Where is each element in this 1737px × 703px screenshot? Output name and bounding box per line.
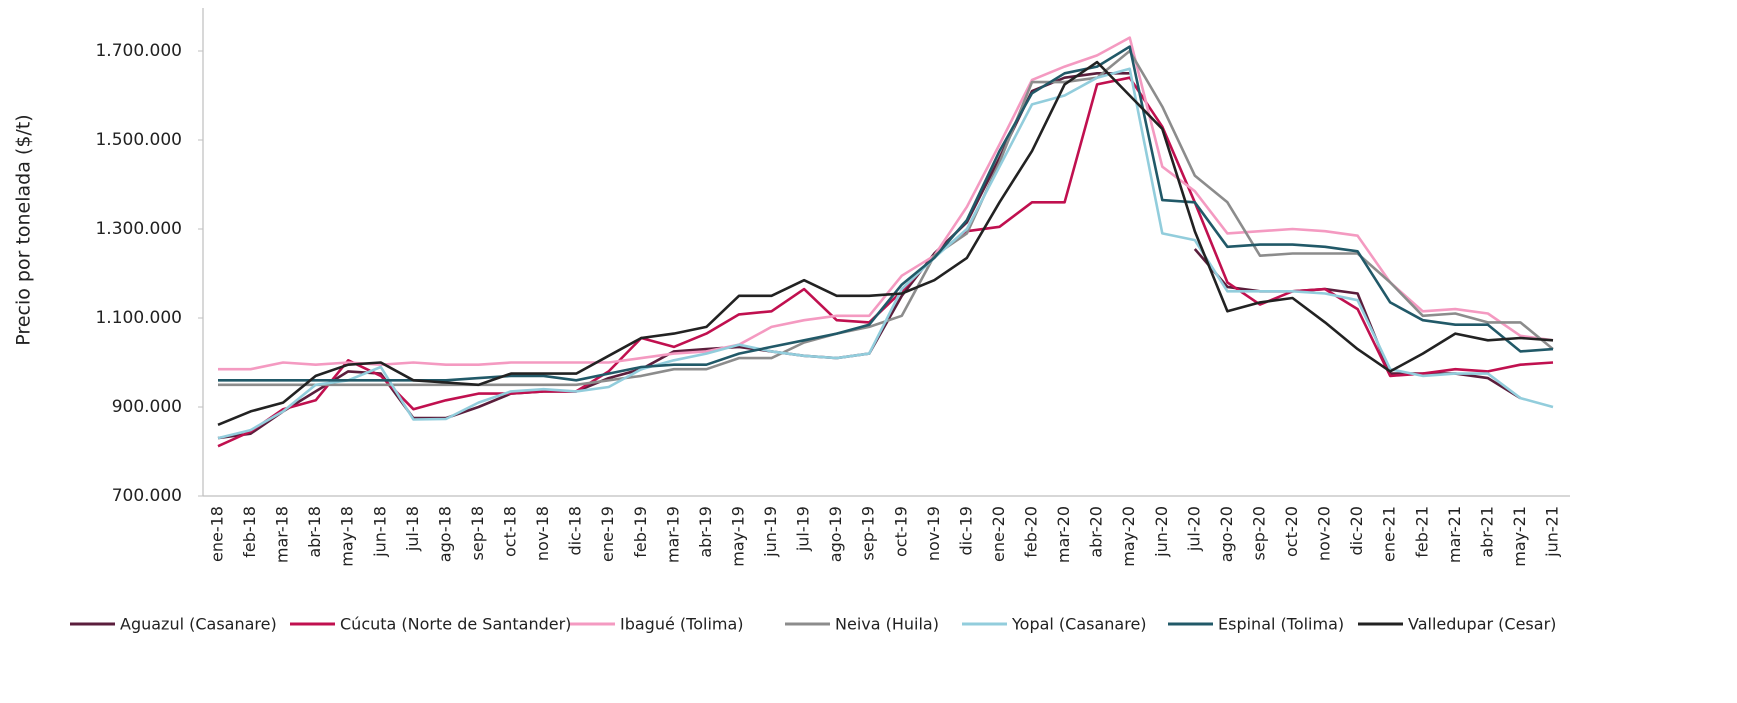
legend-label: Aguazul (Casanare) — [120, 615, 277, 634]
x-tick-label: jun-18 — [370, 506, 389, 558]
x-tick-label: ene-20 — [989, 506, 1008, 562]
y-tick-label: 900.000 — [112, 397, 182, 417]
x-tick-label: dic-20 — [1347, 506, 1366, 556]
x-tick-label: jul-20 — [1184, 506, 1203, 552]
x-tick-label: jun-20 — [1152, 506, 1171, 558]
series-line — [217, 76, 1554, 448]
x-tick-label: sep-19 — [859, 506, 878, 560]
y-axis-title: Precio por tonelada ($/t) — [13, 114, 35, 345]
x-tick-label: mar-20 — [1054, 506, 1073, 563]
y-tick-label: 1.500.000 — [95, 130, 182, 150]
series-line — [218, 45, 1554, 382]
x-tick-label: may-21 — [1510, 506, 1529, 567]
x-tick-label: mar-19 — [663, 506, 682, 563]
x-tick-label: feb-18 — [240, 506, 259, 558]
x-tick-label: jun-19 — [761, 506, 780, 558]
x-tick-label: ene-18 — [208, 506, 227, 562]
x-tick-label: ene-21 — [1380, 506, 1399, 562]
y-tick-label: 1.100.000 — [95, 308, 182, 328]
legend-label: Cúcuta (Norte de Santander) — [340, 615, 571, 634]
legend-label: Neiva (Huila) — [835, 615, 939, 634]
x-tick-label: abr-18 — [305, 506, 324, 558]
x-tick-label: mar-18 — [273, 506, 292, 563]
x-tick-label: oct-20 — [1282, 506, 1301, 557]
x-tick-label: may-19 — [728, 506, 747, 567]
x-tick-label: oct-19 — [891, 506, 910, 557]
x-tick-label: nov-19 — [924, 506, 943, 561]
legend-label: Valledupar (Cesar) — [1408, 615, 1556, 634]
x-tick-label: jul-18 — [403, 506, 422, 552]
x-tick-label: dic-18 — [566, 506, 585, 556]
x-tick-label: sep-20 — [1249, 506, 1268, 560]
x-tick-label: may-20 — [1119, 506, 1138, 567]
x-tick-label: feb-20 — [1022, 506, 1041, 558]
x-tick-label: jun-21 — [1543, 506, 1562, 558]
x-tick-label: abr-19 — [696, 506, 715, 558]
x-tick-label: ago-19 — [826, 506, 845, 562]
y-tick-label: 1.700.000 — [95, 41, 182, 61]
x-tick-label: ago-20 — [1217, 506, 1236, 562]
x-tick-label: dic-19 — [956, 506, 975, 556]
x-tick-label: jul-19 — [794, 506, 813, 552]
legend-label: Yopal (Casanare) — [1011, 615, 1147, 634]
series-line — [217, 67, 1554, 440]
x-tick-label: ene-19 — [598, 506, 617, 562]
x-tick-label: abr-21 — [1477, 506, 1496, 558]
x-tick-label: ago-18 — [435, 506, 454, 562]
x-tick-label: may-18 — [338, 506, 357, 567]
series-line — [218, 49, 1554, 387]
series-line — [217, 72, 1522, 440]
x-tick-label: oct-18 — [501, 506, 520, 557]
x-tick-label: feb-21 — [1412, 506, 1431, 558]
y-tick-label: 700.000 — [112, 486, 182, 506]
x-tick-label: abr-20 — [1087, 506, 1106, 558]
x-tick-label: nov-20 — [1315, 506, 1334, 561]
x-tick-label: mar-21 — [1445, 506, 1464, 563]
x-tick-label: nov-18 — [533, 506, 552, 561]
series-line — [217, 60, 1554, 427]
x-tick-label: feb-19 — [631, 506, 650, 558]
x-tick-label: sep-18 — [468, 506, 487, 560]
y-tick-label: 1.300.000 — [95, 219, 182, 239]
legend-label: Ibagué (Tolima) — [620, 615, 744, 634]
legend-label: Espinal (Tolima) — [1218, 615, 1344, 634]
